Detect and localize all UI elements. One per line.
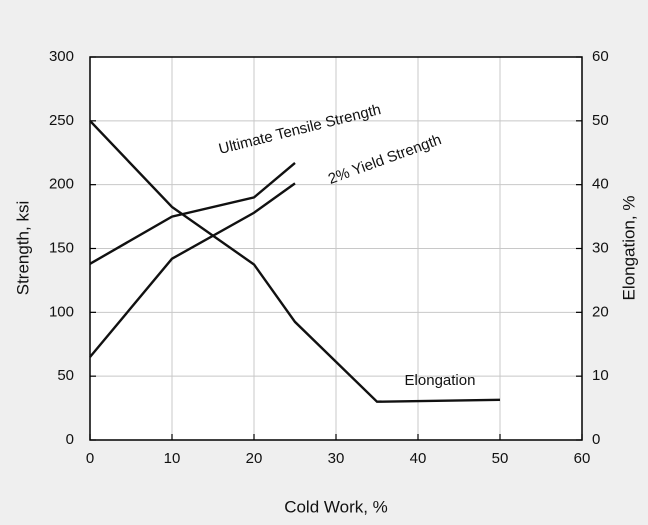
y2-tick-label: 0 [592, 431, 600, 448]
x-tick-label: 10 [164, 450, 181, 467]
y-tick-label: 200 [49, 176, 74, 193]
x-tick-label: 40 [410, 450, 427, 467]
x-tick-label: 0 [86, 450, 94, 467]
y-tick-label: 50 [57, 367, 74, 384]
x-tick-label: 20 [246, 450, 263, 467]
y2-tick-label: 40 [592, 176, 609, 193]
y2-axis-label: Elongation, % [619, 196, 638, 301]
y2-tick-label: 60 [592, 48, 609, 65]
y-tick-label: 300 [49, 48, 74, 65]
y-tick-label: 100 [49, 303, 74, 320]
y2-tick-label: 10 [592, 367, 609, 384]
x-tick-label: 30 [328, 450, 345, 467]
y2-tick-label: 30 [592, 239, 609, 256]
y-tick-label: 150 [49, 239, 74, 256]
x-tick-label: 60 [574, 450, 591, 467]
x-tick-label: 50 [492, 450, 509, 467]
y-tick-label: 0 [66, 431, 74, 448]
y2-tick-label: 50 [592, 112, 609, 129]
x-axis-label: Cold Work, % [284, 497, 388, 516]
plot-frame [89, 56, 583, 441]
y-tick-label: 250 [49, 112, 74, 129]
series-line [89, 120, 501, 403]
y-axis-label: Strength, ksi [13, 201, 32, 296]
series-label: Elongation [405, 372, 476, 389]
y2-tick-label: 20 [592, 303, 609, 320]
